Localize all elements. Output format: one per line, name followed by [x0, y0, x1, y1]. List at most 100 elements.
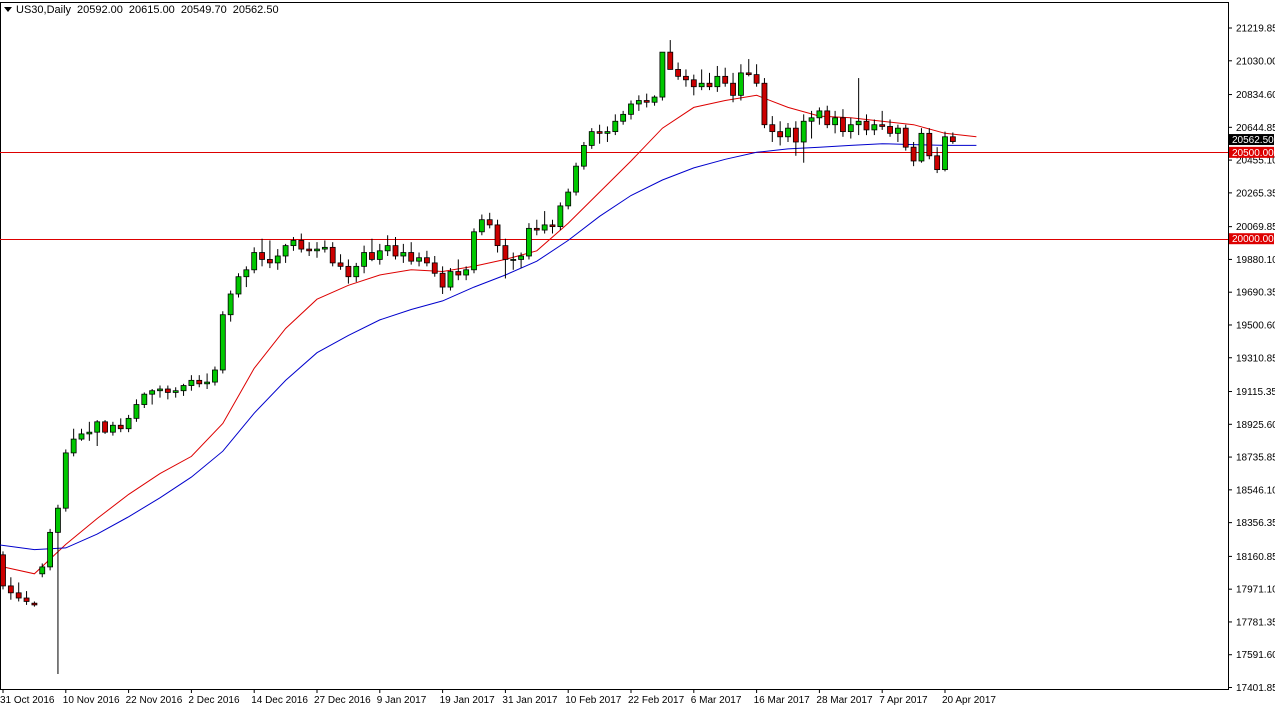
candle[interactable] [235, 273, 242, 298]
candle[interactable] [431, 255, 438, 277]
candle[interactable] [792, 121, 799, 156]
candle[interactable] [698, 69, 705, 91]
candle[interactable] [133, 399, 140, 422]
candle[interactable] [738, 64, 744, 101]
candle[interactable] [620, 110, 627, 125]
candle[interactable] [871, 119, 878, 136]
candle[interactable] [39, 563, 46, 578]
candle[interactable] [400, 243, 407, 263]
candle[interactable] [588, 128, 595, 149]
candle[interactable] [800, 114, 807, 163]
candle[interactable] [384, 235, 391, 256]
candle[interactable] [471, 228, 477, 274]
candle[interactable] [196, 375, 203, 388]
candle[interactable] [47, 528, 53, 571]
candle[interactable] [251, 247, 258, 274]
candle[interactable] [565, 188, 572, 210]
candle[interactable] [714, 65, 721, 92]
candle[interactable] [785, 122, 791, 142]
candle[interactable] [486, 212, 493, 229]
candle[interactable] [337, 254, 344, 270]
candle[interactable] [157, 385, 163, 398]
candle[interactable] [0, 551, 6, 590]
candle[interactable] [15, 582, 22, 602]
candle[interactable] [863, 114, 870, 136]
candle[interactable] [290, 236, 297, 251]
candle[interactable] [282, 243, 289, 263]
candle[interactable] [745, 59, 752, 77]
candle[interactable] [274, 249, 281, 270]
candle[interactable] [918, 128, 925, 163]
candle[interactable] [942, 131, 948, 172]
candle[interactable] [533, 219, 540, 236]
candle[interactable] [706, 72, 713, 91]
candle[interactable] [604, 126, 611, 142]
candle[interactable] [110, 421, 116, 436]
candle[interactable] [416, 252, 422, 267]
candle[interactable] [753, 64, 760, 87]
candle[interactable] [31, 601, 38, 607]
candle[interactable] [314, 242, 320, 258]
candle[interactable] [628, 100, 634, 120]
candle[interactable] [840, 109, 846, 137]
candle[interactable] [408, 242, 415, 265]
candle[interactable] [361, 245, 368, 274]
candle[interactable] [596, 124, 603, 144]
candle[interactable] [730, 72, 736, 103]
candle[interactable] [667, 40, 674, 70]
candle[interactable] [518, 252, 524, 269]
candle[interactable] [635, 95, 642, 111]
candle[interactable] [376, 243, 383, 265]
candle[interactable] [345, 259, 352, 284]
candle[interactable] [557, 202, 564, 231]
candle[interactable] [612, 114, 619, 136]
candle[interactable] [369, 238, 375, 262]
candle[interactable] [455, 259, 462, 281]
candle[interactable] [259, 238, 265, 267]
candle[interactable] [494, 219, 501, 253]
candle[interactable] [117, 418, 124, 433]
candle[interactable] [62, 449, 69, 512]
candle[interactable] [895, 124, 901, 142]
candle[interactable] [149, 388, 156, 405]
candle[interactable] [887, 119, 893, 137]
candle[interactable] [94, 420, 101, 446]
candle[interactable] [180, 383, 187, 396]
candle[interactable] [266, 240, 273, 269]
candle[interactable] [23, 591, 30, 605]
candle[interactable] [934, 147, 941, 174]
candle[interactable] [172, 387, 179, 398]
candle[interactable] [902, 124, 909, 151]
candle[interactable] [651, 95, 658, 106]
candle[interactable] [879, 110, 886, 130]
candle[interactable] [102, 420, 108, 434]
candle[interactable] [298, 233, 305, 253]
candle[interactable] [573, 162, 579, 196]
candle[interactable] [769, 116, 776, 142]
candle[interactable] [949, 132, 956, 144]
candle[interactable] [439, 266, 446, 294]
candle[interactable] [125, 414, 132, 433]
candle[interactable] [463, 266, 470, 281]
symbol-dropdown-icon[interactable] [4, 7, 12, 13]
candle[interactable] [7, 577, 14, 600]
candle[interactable] [855, 78, 862, 136]
candle[interactable] [816, 107, 823, 125]
candle[interactable] [219, 311, 226, 374]
candle[interactable] [526, 223, 532, 260]
candle[interactable] [392, 236, 399, 260]
candle[interactable] [926, 128, 933, 160]
candle[interactable] [541, 211, 548, 234]
candle[interactable] [306, 242, 313, 256]
candle[interactable] [353, 262, 360, 282]
candle[interactable] [55, 504, 61, 675]
candle[interactable] [86, 421, 93, 441]
candle[interactable] [70, 428, 77, 457]
candle[interactable] [212, 366, 218, 386]
candle[interactable] [510, 252, 517, 270]
candle[interactable] [761, 78, 768, 129]
candle[interactable] [910, 141, 917, 167]
candle[interactable] [78, 428, 85, 441]
candle[interactable] [824, 105, 831, 129]
